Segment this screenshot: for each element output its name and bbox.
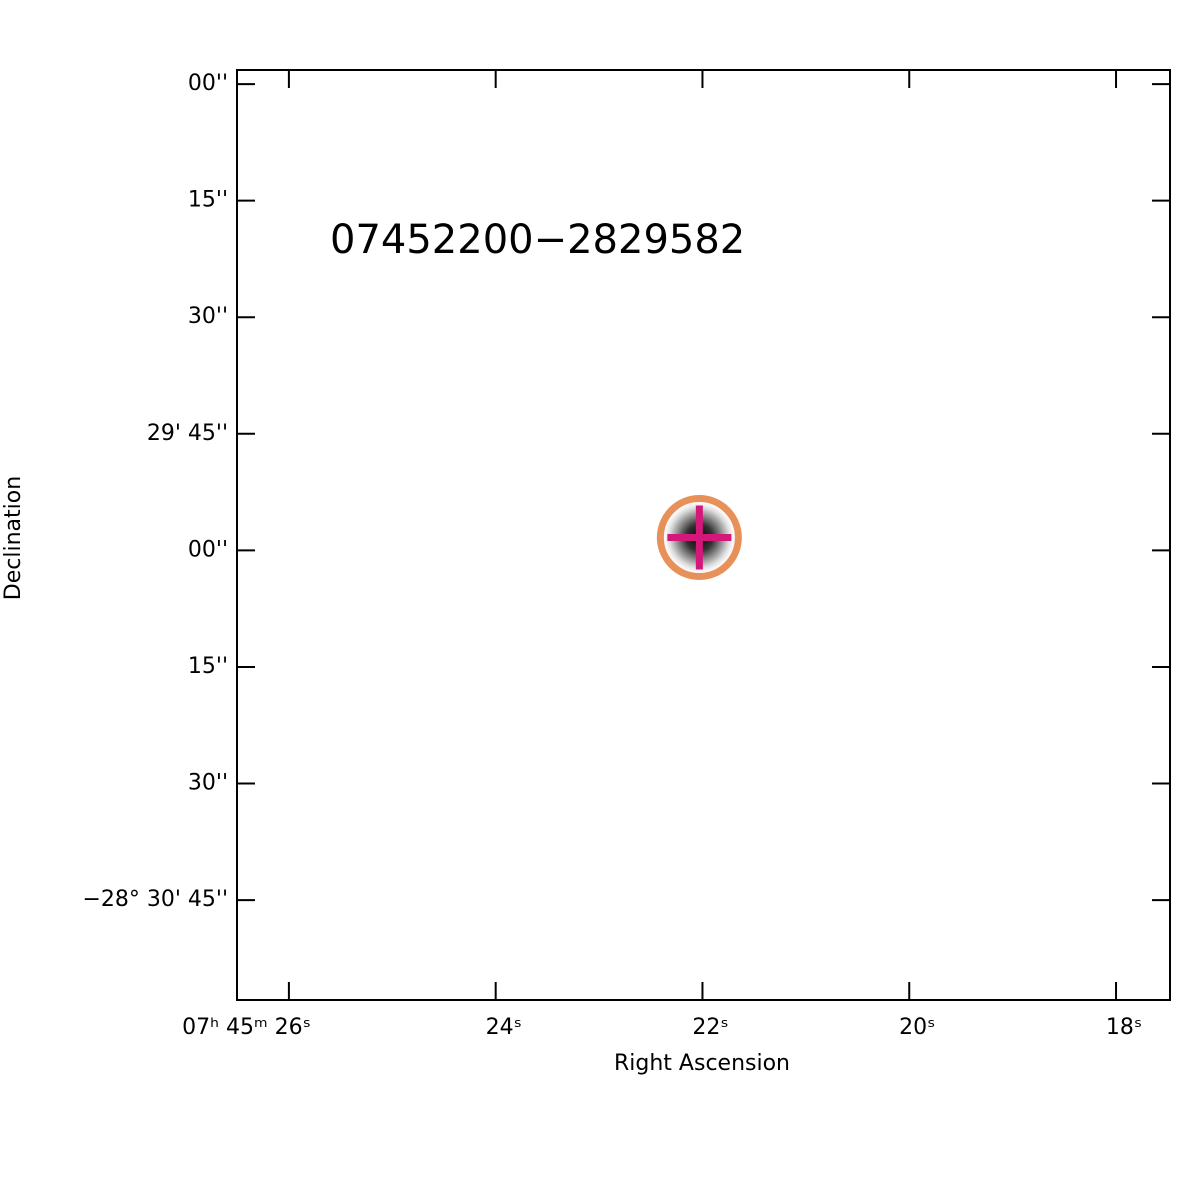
x-tick-label: 20ˢ — [899, 1015, 935, 1040]
axes-frame — [236, 69, 1171, 1001]
y-tick-label: 15'' — [188, 188, 228, 213]
y-tick-label: 15'' — [188, 654, 228, 679]
y-tick-label: 00'' — [188, 71, 228, 96]
y-tick-label: 29' 45'' — [147, 421, 228, 446]
source-name: 07452200−2829582 — [330, 217, 745, 263]
x-tick-label: 18ˢ — [1106, 1015, 1142, 1040]
y-tick-label: 30'' — [188, 304, 228, 329]
x-axis-label: Right Ascension — [614, 1051, 790, 1076]
x-tick-label: 24ˢ — [486, 1015, 522, 1040]
y-tick-label: 00'' — [188, 537, 228, 562]
x-tick-label: 22ˢ — [692, 1015, 728, 1040]
y-tick-label: −28° 30' 45'' — [82, 887, 228, 912]
y-axis-label: Declination — [1, 476, 26, 600]
x-tick-label: 07ʰ 45ᵐ 26ˢ — [182, 1015, 311, 1040]
y-tick-label: 30'' — [188, 771, 228, 796]
source-circle — [656, 495, 742, 581]
